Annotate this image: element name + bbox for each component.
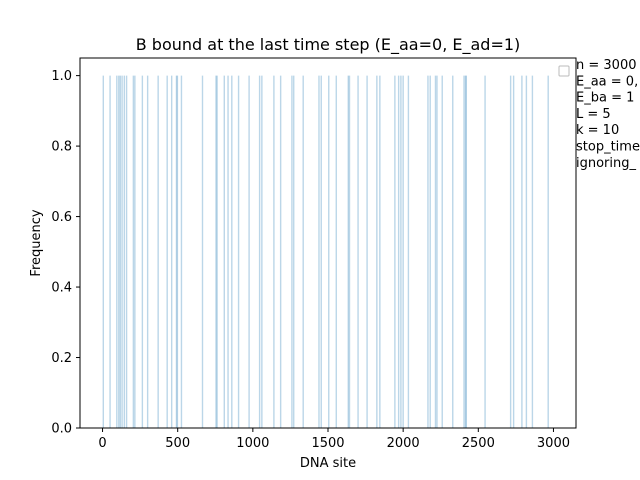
bar (134, 75, 136, 429)
y-axis-label: Frequency (29, 209, 44, 276)
bar (109, 75, 111, 429)
bar (525, 75, 528, 429)
bar (102, 75, 104, 429)
bar (248, 75, 250, 429)
bar (531, 75, 534, 429)
y-axis: 0.0 0.2 0.4 0.6 0.8 1.0 (51, 69, 80, 437)
bar (223, 75, 225, 429)
bar (170, 75, 173, 429)
bar (547, 75, 549, 429)
y-tick-label: 0.6 (51, 210, 72, 225)
x-tick-label: 500 (165, 436, 190, 451)
legend-entry: n = 3000 (576, 58, 636, 73)
bar (176, 75, 179, 429)
chart-title: B bound at the last time step (E_aa=0, E… (136, 35, 521, 55)
bar (366, 75, 368, 429)
bar (231, 75, 233, 429)
bar (119, 75, 121, 429)
bar (293, 75, 295, 429)
bar (227, 75, 229, 429)
legend-entry: E_aa = 0, (576, 74, 638, 89)
x-tick-label: 3000 (537, 436, 570, 451)
bars-group (102, 75, 549, 429)
y-tick-label: 0.0 (51, 422, 72, 437)
bar (118, 75, 120, 429)
bar (279, 75, 282, 429)
y-tick-label: 0.4 (51, 281, 72, 296)
bar (441, 75, 443, 429)
x-axis-label: DNA site (300, 456, 356, 471)
bar (335, 75, 337, 429)
bar (452, 75, 454, 429)
y-tick-label: 0.8 (51, 140, 72, 155)
bar (348, 75, 351, 429)
bar (180, 75, 183, 429)
bar (216, 75, 218, 429)
bar (509, 75, 512, 429)
legend-entry: ignoring_ (576, 156, 637, 171)
bar (261, 75, 263, 429)
bar (376, 75, 378, 429)
bar (320, 75, 322, 429)
bar (166, 75, 168, 429)
x-tick-label: 1000 (236, 436, 269, 451)
bar (116, 75, 118, 429)
bar (484, 75, 486, 429)
legend-entry: stop_time (576, 140, 640, 155)
bar (258, 75, 261, 429)
bar (201, 75, 204, 429)
bar (463, 75, 465, 429)
bar (123, 75, 126, 429)
bar (407, 75, 410, 429)
bar (302, 75, 304, 429)
bar (521, 75, 523, 429)
bar (215, 75, 217, 429)
x-tick-label: 2500 (462, 436, 495, 451)
y-tick-label: 0.2 (51, 351, 72, 366)
bar (146, 75, 149, 429)
bar (512, 75, 515, 429)
legend-entry: k = 10 (576, 123, 619, 138)
bar (379, 75, 381, 429)
bar (347, 75, 349, 429)
legend-entry: L = 5 (576, 107, 611, 122)
bar (318, 75, 320, 429)
bar (436, 75, 438, 429)
bar (291, 75, 293, 429)
bar (400, 75, 402, 429)
bar (465, 75, 467, 429)
bar (141, 75, 144, 429)
x-tick-label: 1500 (311, 436, 344, 451)
bar (357, 75, 359, 429)
y-tick-label: 1.0 (51, 69, 72, 84)
bar (402, 75, 404, 429)
bar (427, 75, 429, 429)
x-tick-label: 0 (98, 436, 106, 451)
bar (434, 75, 437, 429)
bar (397, 75, 400, 429)
bar (125, 75, 128, 429)
bar (464, 75, 467, 429)
bar (157, 75, 159, 429)
bar (429, 75, 431, 429)
bar (237, 75, 240, 429)
bar (273, 75, 275, 429)
bar (394, 75, 396, 429)
bar (175, 75, 178, 429)
x-tick-label: 2000 (387, 436, 420, 451)
legend-entry: E_ba = 1 (576, 91, 634, 106)
bar (328, 75, 330, 429)
x-axis: 0 500 1000 1500 2000 2500 3000 (98, 428, 570, 451)
bar (132, 75, 135, 429)
bar (121, 75, 123, 429)
legend-handle-box (558, 65, 570, 77)
